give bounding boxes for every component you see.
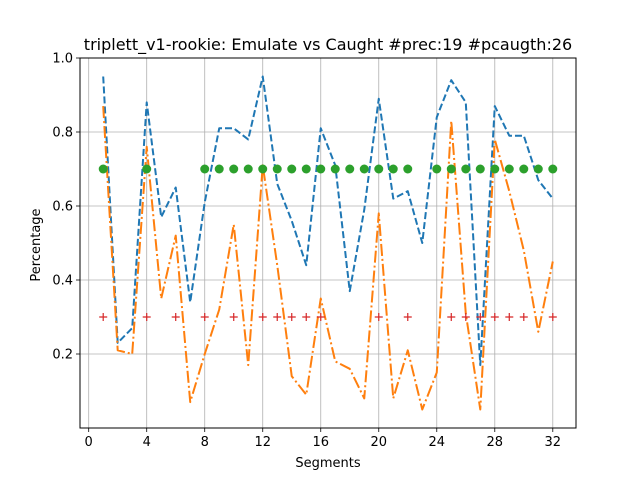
data-point-circle bbox=[548, 164, 558, 174]
data-point-circle bbox=[243, 164, 253, 174]
data-point-circle bbox=[301, 164, 311, 174]
y-tick-label: 0.4 bbox=[52, 274, 73, 289]
data-point-circle bbox=[258, 164, 268, 174]
data-point-plus bbox=[258, 313, 267, 321]
data-point-plus bbox=[302, 313, 311, 321]
series-3 bbox=[98, 164, 558, 174]
data-point-plus bbox=[447, 313, 456, 321]
data-point-plus bbox=[287, 313, 296, 321]
data-point-plus bbox=[99, 313, 108, 321]
data-point-plus bbox=[229, 313, 238, 321]
data-point-plus bbox=[461, 313, 470, 321]
x-tick-label: 4 bbox=[143, 435, 151, 450]
series-4 bbox=[99, 313, 557, 321]
data-point-circle bbox=[142, 164, 152, 174]
x-axis-label: Segments bbox=[295, 456, 361, 471]
data-point-circle bbox=[519, 164, 529, 174]
series-1-line bbox=[102, 75, 554, 367]
data-point-circle bbox=[200, 164, 210, 174]
data-point-plus bbox=[505, 313, 514, 321]
data-point-plus bbox=[200, 313, 209, 321]
data-point-circle bbox=[403, 164, 413, 174]
data-point-circle bbox=[432, 164, 442, 174]
series-2-line bbox=[102, 106, 554, 411]
x-tick-label: 12 bbox=[254, 435, 271, 450]
y-axis-label: Percentage bbox=[29, 208, 44, 281]
data-point-circle bbox=[345, 164, 355, 174]
axis-ticks: 0 4 8 12 16 20 24 28 32 0.2 0.4 0.6 0.8 1.0 bbox=[52, 52, 561, 451]
data-point-circle bbox=[475, 164, 485, 174]
x-tick-label: 8 bbox=[201, 435, 209, 450]
data-point-circle bbox=[214, 164, 224, 174]
x-tick-label: 16 bbox=[312, 435, 329, 450]
data-point-circle bbox=[461, 164, 471, 174]
data-point-plus bbox=[316, 313, 325, 321]
x-tick-label: 28 bbox=[487, 435, 504, 450]
data-point-circle bbox=[490, 164, 500, 174]
plot-frame bbox=[79, 57, 577, 429]
data-point-circle bbox=[98, 164, 108, 174]
data-point-circle bbox=[229, 164, 239, 174]
data-point-circle bbox=[388, 164, 398, 174]
plot-series bbox=[98, 75, 558, 411]
data-point-plus bbox=[142, 313, 151, 321]
data-point-plus bbox=[171, 313, 180, 321]
data-point-plus bbox=[273, 313, 282, 321]
data-point-plus bbox=[490, 313, 499, 321]
data-point-circle bbox=[316, 164, 326, 174]
series-1 bbox=[102, 75, 554, 367]
y-tick-label: 0.6 bbox=[52, 200, 73, 215]
data-point-plus bbox=[374, 313, 383, 321]
x-tick-label: 0 bbox=[85, 435, 93, 450]
data-point-circle bbox=[330, 164, 340, 174]
x-tick-label: 24 bbox=[428, 435, 445, 450]
chart-title: triplett_v1-rookie: Emulate vs Caught #p… bbox=[84, 35, 572, 55]
data-point-plus bbox=[519, 313, 528, 321]
data-point-plus bbox=[548, 313, 557, 321]
data-point-circle bbox=[533, 164, 543, 174]
data-point-circle bbox=[504, 164, 514, 174]
y-tick-label: 0.8 bbox=[52, 126, 73, 141]
data-point-circle bbox=[374, 164, 384, 174]
x-tick-label: 20 bbox=[370, 435, 387, 450]
data-point-circle bbox=[272, 164, 282, 174]
data-point-plus bbox=[403, 313, 412, 321]
x-tick-label: 32 bbox=[545, 435, 562, 450]
series-2 bbox=[102, 106, 554, 411]
data-point-circle bbox=[287, 164, 297, 174]
data-point-plus bbox=[476, 313, 485, 321]
data-point-circle bbox=[359, 164, 369, 174]
y-tick-label: 1.0 bbox=[52, 52, 73, 67]
data-point-circle bbox=[446, 164, 456, 174]
y-tick-label: 0.2 bbox=[52, 348, 73, 363]
